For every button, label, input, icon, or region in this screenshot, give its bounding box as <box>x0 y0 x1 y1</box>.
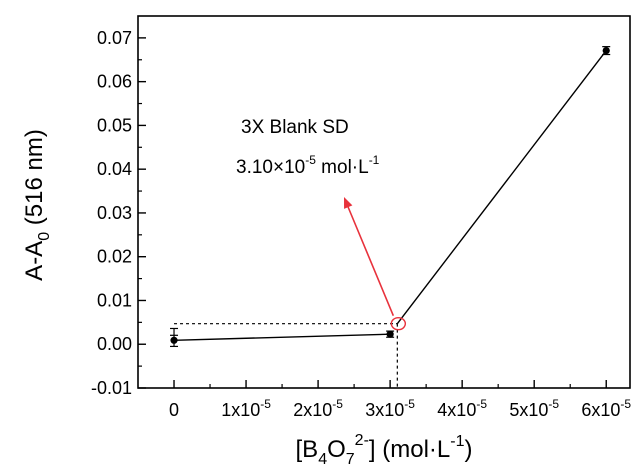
annotation-value: 3.10×10 <box>236 157 305 178</box>
x-tick-label: 1x10-5 <box>221 397 271 420</box>
x-tick-label: 5x10-5 <box>509 397 559 420</box>
arrow-head <box>344 197 353 209</box>
y-axis-title-sub: 0 <box>36 232 53 241</box>
series-segment <box>173 333 391 341</box>
plot-frame <box>137 15 631 389</box>
y-tick-label: 0.02 <box>97 247 132 267</box>
x-axis-title-mid: O <box>327 436 346 463</box>
x-tick-label: 0 <box>169 400 179 420</box>
y-axis-title-rest: (516 nm) <box>21 129 48 232</box>
y-tick-label: 0.03 <box>97 203 132 223</box>
series-segment <box>396 50 607 325</box>
y-tick-label: 0.07 <box>97 28 132 48</box>
annotation-value-exp: -5 <box>305 153 316 167</box>
x-axis-title-sup: 2- <box>355 432 369 449</box>
data-point <box>602 46 610 55</box>
x-axis-title-sub1: 4 <box>318 451 327 468</box>
detection-limit-guides <box>174 323 398 388</box>
y-tick-label: 0.05 <box>97 115 132 135</box>
x-tick-label: 2x10-5 <box>293 397 343 420</box>
y-axis-ticks: -0.01 0.00 0.01 0.02 0.03 0.04 0.05 0.06 0.07 <box>91 28 146 398</box>
x-axis-ticks: 0 1x10-5 2x10-5 3x10-5 4x10-5 5x10-5 6x10-5 <box>169 380 631 420</box>
annotation-arrow <box>344 197 407 331</box>
annotation: 3X Blank SD 3.10×10-5 mol·L-1 <box>236 117 380 178</box>
series <box>170 46 611 348</box>
arrow-shaft <box>345 201 395 316</box>
data-point <box>170 336 178 344</box>
y-tick-label: 0.06 <box>97 72 132 92</box>
x-tick-label: 3x10-5 <box>365 397 415 420</box>
annotation-unit-exp: -1 <box>369 153 380 167</box>
x-axis-title-sub2: 7 <box>346 451 355 468</box>
y-tick-label: 0.04 <box>97 159 132 179</box>
y-tick-label: 0.01 <box>97 290 132 310</box>
y-tick-label: -0.01 <box>91 378 132 398</box>
annotation-line2: 3.10×10-5 mol·L-1 <box>236 153 380 178</box>
y-tick-label: 0.00 <box>97 334 132 354</box>
x-axis-title-sup2: -1 <box>450 433 464 450</box>
x-axis-title-end: ) <box>464 436 472 463</box>
x-axis-title-close: ] (mol·L <box>369 436 450 463</box>
x-tick-label: 4x10-5 <box>437 397 487 420</box>
y-axis-title-main: A-A <box>21 241 48 281</box>
x-axis-title-open: [B <box>296 436 319 463</box>
annotation-line1: 3X Blank SD <box>241 117 349 138</box>
annotation-unit: mol·L <box>316 157 369 178</box>
data-point <box>386 330 394 338</box>
detection-limit-marker <box>390 316 407 331</box>
x-axis-title: [B4O72-] (mol·L-1) <box>296 432 473 468</box>
x-tick-label: 6x10-5 <box>581 397 631 420</box>
y-axis-title: A-A0 (516 nm) <box>21 129 53 281</box>
